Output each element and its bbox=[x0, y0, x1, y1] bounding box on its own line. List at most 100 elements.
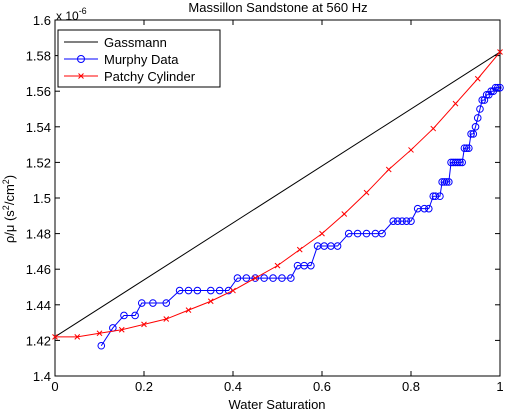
data-point-murphy-data bbox=[462, 144, 471, 152]
data-point-murphy-data bbox=[440, 178, 449, 186]
data-point-murphy-data bbox=[287, 274, 295, 282]
data-point-patchy-cylinder bbox=[252, 275, 259, 281]
y-tick-label: 1.44 bbox=[26, 298, 51, 313]
data-point-murphy-data bbox=[278, 274, 286, 282]
data-point-murphy-data bbox=[389, 217, 398, 225]
data-point-murphy-data bbox=[442, 178, 451, 186]
chart-title: Massillon Sandstone at 560 Hz bbox=[188, 0, 367, 15]
data-point-murphy-data bbox=[458, 158, 466, 167]
data-point-murphy-data bbox=[333, 242, 342, 250]
data-point-murphy-data bbox=[97, 341, 106, 350]
y-tick-label: 1.58 bbox=[26, 49, 51, 64]
data-point-murphy-data bbox=[473, 114, 482, 122]
y-axis-label-sup1: 2 bbox=[1, 205, 11, 210]
data-point-murphy-data bbox=[184, 286, 193, 295]
y-tick-label: 1.4 bbox=[33, 369, 51, 384]
data-point-murphy-data bbox=[344, 229, 353, 238]
data-point-murphy-data bbox=[493, 83, 502, 92]
data-point-patchy-cylinder bbox=[274, 262, 281, 269]
y-exponent-power: -6 bbox=[79, 6, 87, 16]
y-axis-label-sup2: 2 bbox=[1, 179, 11, 184]
data-point-patchy-cylinder bbox=[185, 307, 192, 313]
y-tick-label: 1.5 bbox=[33, 191, 51, 206]
data-point-murphy-data bbox=[353, 229, 362, 238]
data-point-murphy-data bbox=[260, 274, 268, 282]
data-point-murphy-data bbox=[471, 123, 480, 131]
data-point-murphy-data bbox=[465, 144, 473, 152]
data-point-murphy-data bbox=[242, 274, 251, 282]
data-point-murphy-data bbox=[445, 178, 453, 186]
data-point-murphy-data bbox=[149, 299, 157, 307]
x-tick-label: 0 bbox=[51, 379, 58, 394]
data-point-patchy-cylinder bbox=[497, 49, 503, 55]
x-axis-label: Water Saturation bbox=[228, 397, 325, 411]
data-point-murphy-data bbox=[496, 83, 504, 92]
series-line-gassmann bbox=[54, 51, 501, 338]
x-tick-label: 0.6 bbox=[313, 379, 331, 394]
x-tick-label: 0.8 bbox=[402, 379, 420, 394]
data-point-murphy-data bbox=[431, 192, 440, 201]
data-point-murphy-data bbox=[206, 286, 215, 295]
data-point-murphy-data bbox=[362, 229, 371, 238]
data-point-murphy-data bbox=[425, 204, 433, 213]
y-axis-label-mid: /cm bbox=[2, 184, 17, 205]
legend-label-gassmann: Gassmann bbox=[104, 35, 167, 50]
y-axis-label-main: ρ/μ (s bbox=[2, 210, 17, 243]
data-point-patchy-cylinder bbox=[141, 321, 147, 328]
data-point-patchy-cylinder bbox=[474, 75, 481, 82]
data-point-patchy-cylinder bbox=[207, 298, 214, 305]
y-tick-label: 1.46 bbox=[26, 262, 51, 277]
data-point-murphy-data bbox=[491, 83, 500, 92]
data-point-patchy-cylinder bbox=[319, 230, 325, 237]
data-point-patchy-cylinder bbox=[363, 189, 370, 196]
data-point-patchy-cylinder bbox=[385, 166, 392, 173]
data-point-murphy-data bbox=[393, 217, 402, 225]
data-point-patchy-cylinder bbox=[230, 287, 236, 294]
data-point-patchy-cylinder bbox=[430, 125, 437, 132]
data-point-patchy-cylinder bbox=[408, 147, 414, 153]
data-point-murphy-data bbox=[476, 105, 484, 113]
data-point-murphy-data bbox=[175, 286, 184, 295]
data-point-murphy-data bbox=[436, 192, 444, 201]
data-point-murphy-data bbox=[467, 130, 475, 138]
data-point-murphy-data bbox=[131, 311, 139, 320]
data-point-murphy-data bbox=[137, 299, 146, 307]
y-tick-label: 1.42 bbox=[26, 333, 51, 348]
data-point-murphy-data bbox=[162, 299, 171, 307]
data-point-patchy-cylinder bbox=[74, 333, 81, 340]
data-point-murphy-data bbox=[460, 144, 469, 152]
y-axis-label-end: ) bbox=[2, 175, 17, 179]
data-point-murphy-data bbox=[420, 204, 429, 213]
data-point-patchy-cylinder bbox=[52, 333, 58, 340]
data-point-patchy-cylinder bbox=[341, 211, 348, 217]
x-tick-label: 0.4 bbox=[224, 379, 242, 394]
data-point-murphy-data bbox=[251, 274, 260, 282]
x-tick-label: 0.2 bbox=[135, 379, 153, 394]
y-tick-label: 1.48 bbox=[26, 227, 51, 242]
data-point-patchy-cylinder bbox=[296, 246, 303, 253]
data-point-murphy-data bbox=[120, 311, 128, 320]
legend-marker-murphy bbox=[77, 55, 85, 63]
data-point-murphy-data bbox=[307, 261, 315, 270]
data-point-murphy-data bbox=[193, 286, 202, 295]
legend-label-patchy: Patchy Cylinder bbox=[104, 69, 196, 84]
y-tick-label: 1.56 bbox=[26, 84, 51, 99]
data-point-patchy-cylinder bbox=[96, 330, 103, 337]
legend: Gassmann Murphy Data Patchy Cylinder bbox=[57, 29, 221, 88]
data-point-murphy-data bbox=[478, 96, 487, 104]
data-point-murphy-data bbox=[453, 158, 462, 167]
legend-marker-patchy bbox=[78, 73, 84, 79]
y-tick-label: 1.52 bbox=[26, 155, 51, 170]
legend-label-murphy: Murphy Data bbox=[104, 52, 179, 67]
data-point-murphy-data bbox=[469, 130, 478, 138]
data-point-murphy-data bbox=[407, 217, 415, 225]
y-axis-label: ρ/μ (s2/cm2) bbox=[1, 175, 17, 243]
data-point-murphy-data bbox=[233, 274, 242, 282]
data-point-murphy-data bbox=[456, 158, 464, 167]
data-point-patchy-cylinder bbox=[163, 316, 170, 322]
data-point-murphy-data bbox=[402, 217, 411, 225]
y-tick-label: 1.54 bbox=[26, 120, 51, 135]
y-tick-label: 1.6 bbox=[33, 13, 51, 28]
x-tick-label: 1 bbox=[496, 379, 503, 394]
